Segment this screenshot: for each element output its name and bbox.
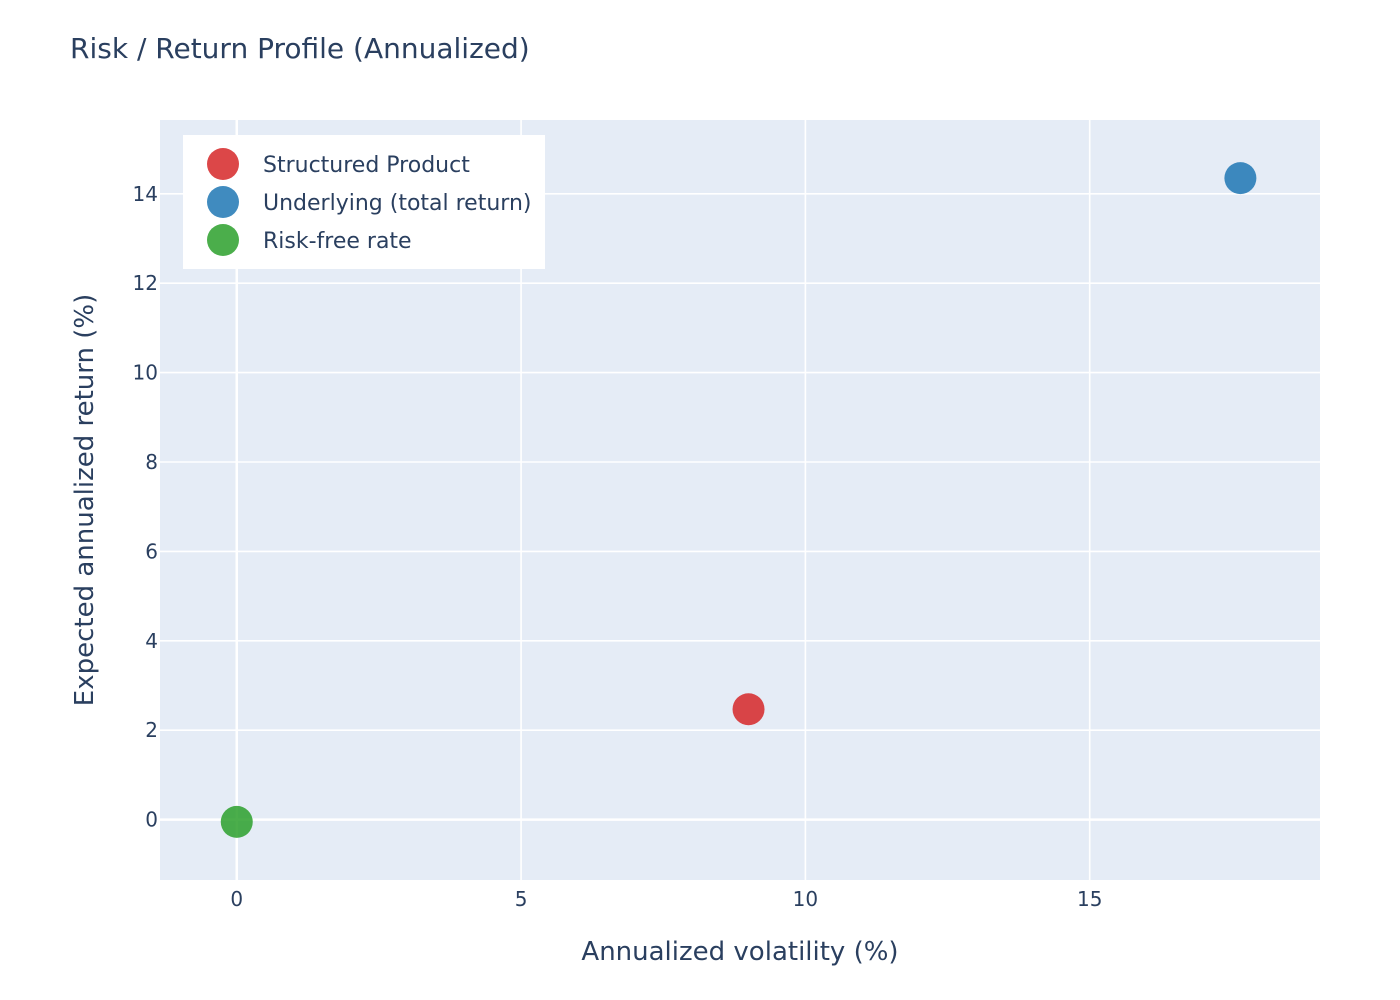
legend-label: Risk-free rate [263, 229, 412, 254]
x-tick-label: 5 [515, 887, 528, 911]
y-tick-label: 12 [133, 271, 158, 295]
legend-item[interactable]: Risk-free rate [207, 224, 412, 256]
y-tick-label: 6 [145, 539, 158, 563]
grid-lines [160, 120, 1320, 880]
legend[interactable]: Structured Product Underlying (total retu… [183, 135, 545, 269]
y-tick-label: 4 [145, 629, 158, 653]
y-axis-title: Expected annualized return (%) [70, 294, 100, 706]
data-point[interactable] [220, 805, 253, 838]
legend-marker [207, 224, 239, 256]
x-tick-label: 10 [793, 887, 818, 911]
x-axis-title: Annualized volatility (%) [581, 937, 898, 967]
x-axis-ticks: 0 5 10 15 [230, 887, 1102, 911]
y-tick-label: 2 [145, 718, 158, 742]
y-tick-label: 0 [145, 808, 158, 832]
legend-label: Structured Product [263, 153, 470, 178]
legend-item[interactable]: Structured Product [207, 148, 470, 180]
data-point[interactable] [732, 693, 765, 726]
data-point[interactable] [1224, 162, 1257, 195]
legend-marker [207, 148, 239, 180]
chart-title: Risk / Return Profile (Annualized) [70, 32, 530, 65]
legend-item[interactable]: Underlying (total return) [207, 186, 531, 218]
legend-box [183, 135, 545, 269]
y-tick-label: 8 [145, 450, 158, 474]
y-tick-label: 14 [133, 182, 158, 206]
y-tick-label: 10 [133, 361, 158, 385]
legend-label: Underlying (total return) [263, 191, 531, 216]
x-tick-label: 15 [1077, 887, 1102, 911]
x-tick-label: 0 [230, 887, 243, 911]
y-axis-ticks: 0 2 4 6 8 10 12 14 [133, 182, 158, 832]
data-points [220, 162, 1257, 838]
legend-marker [207, 186, 239, 218]
